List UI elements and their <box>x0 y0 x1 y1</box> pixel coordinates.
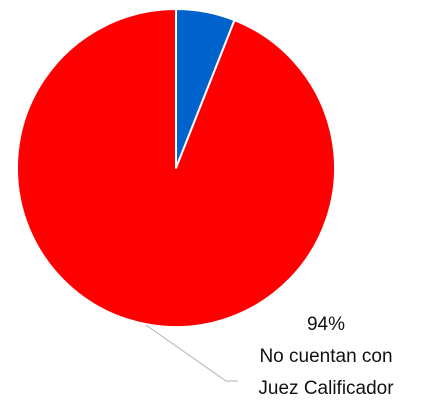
red-slice-label-line1: No cuentan con <box>259 346 392 367</box>
pie-slices <box>15 8 336 328</box>
red-slice-label-line2: Juez Calificador <box>258 378 394 399</box>
red-slice-percent-label: 94% <box>307 314 345 335</box>
pie-slice-1 <box>15 8 336 328</box>
leader-line <box>145 324 238 382</box>
